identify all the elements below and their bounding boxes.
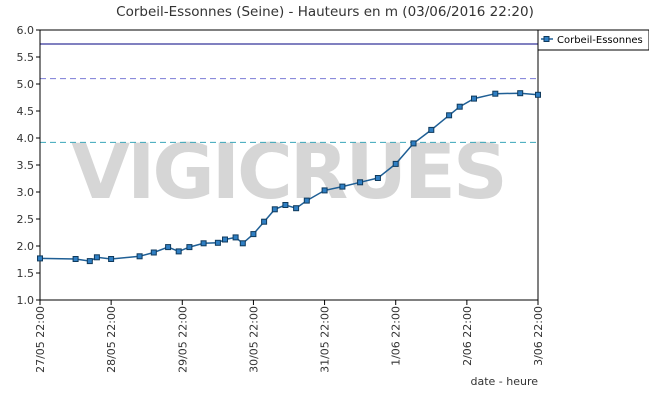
y-tick-label: 5.5 [17,51,35,64]
data-point [410,140,417,147]
x-tick-label: 3/06 22:00 [532,306,545,366]
x-tick-label: 29/05 22:00 [176,306,189,373]
data-point [271,206,278,213]
data-point [214,239,221,246]
x-axis-title: date - heure [470,375,538,388]
data-point [86,258,93,265]
data-point [72,256,79,262]
x-tick-label: 27/05 22:00 [34,306,47,373]
data-point [321,187,328,194]
data-point [535,91,541,98]
x-tick-label: 1/06 22:00 [390,306,403,366]
data-point [428,126,435,133]
legend-label: Corbeil-Essonnes [557,35,643,46]
x-tick-label: 2/06 22:00 [461,306,474,366]
data-point [339,183,346,190]
data-point [303,197,310,204]
legend: Corbeil-Essonnes [537,29,649,51]
data-point [93,254,100,261]
data-point [261,218,268,225]
y-tick-label: 1.0 [17,294,35,307]
y-tick-label: 4.0 [17,132,35,145]
data-point [492,90,499,97]
data-point [239,240,246,247]
data-point [517,90,524,97]
data-point [165,244,172,251]
data-point [108,256,115,262]
y-tick-label: 2.0 [17,240,35,253]
data-point [136,253,143,260]
data-point [200,240,207,247]
y-tick-label: 3.5 [17,159,35,172]
data-point [357,179,364,186]
x-tick-label: 31/05 22:00 [319,306,332,373]
data-point [37,255,43,262]
legend-marker [543,36,550,42]
y-tick-label: 5.0 [17,78,35,91]
data-point [175,248,182,255]
data-point [232,234,239,241]
series-line [39,92,539,262]
data-point [222,236,228,243]
y-tick-label: 3.0 [17,186,35,199]
data-point [150,249,157,256]
data-point [282,202,289,208]
data-point [446,112,453,119]
data-series [37,90,541,265]
data-point [293,205,300,212]
data-point [186,244,193,251]
y-tick-label: 4.5 [17,105,35,118]
y-tick-label: 1.5 [17,267,35,280]
y-tick-label: 6.0 [17,24,35,37]
data-point [471,95,477,102]
x-tick-label: 30/05 22:00 [247,306,260,373]
data-point [250,231,257,238]
x-tick-label: 28/05 22:00 [105,306,118,373]
data-point [456,103,463,110]
data-point [392,160,399,167]
legend-box [537,29,649,51]
y-tick-label: 2.5 [17,213,35,226]
data-point [374,175,381,181]
chart-title: Corbeil-Essonnes (Seine) - Hauteurs en m… [116,4,534,20]
axes: 1.0 1.5 2.0 2.5 3.0 3.5 4.0 4.5 5.0 5.5 6.0 27/05 2… [17,24,546,373]
reference-lines [40,43,538,143]
